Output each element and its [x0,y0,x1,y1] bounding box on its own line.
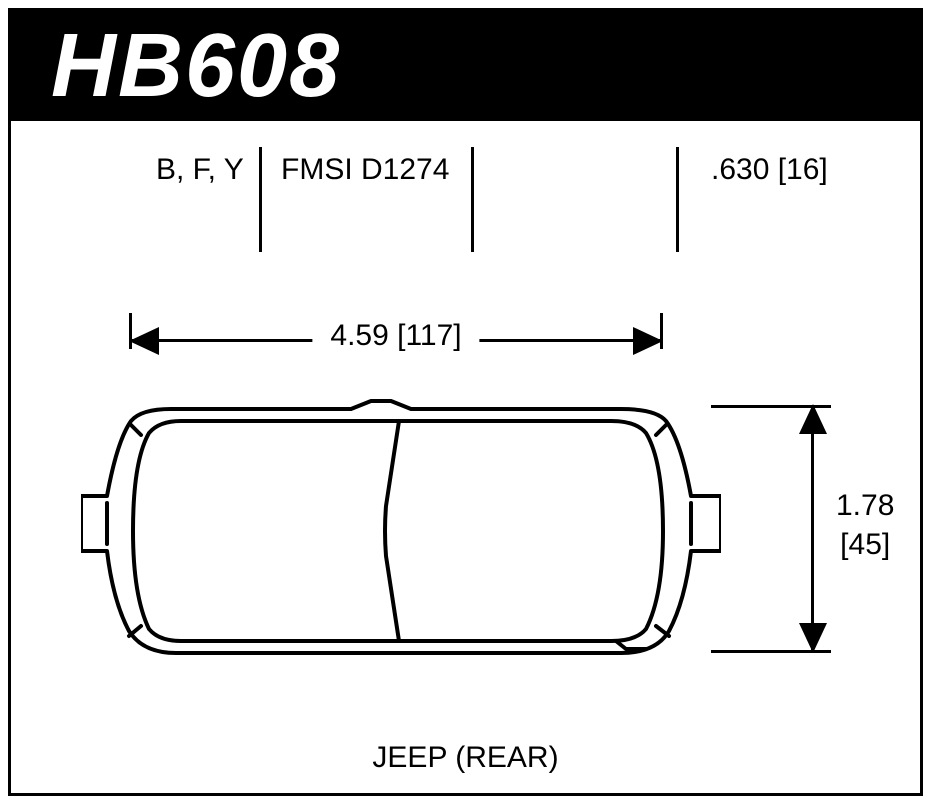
fmsi-label: FMSI D1274 [281,153,449,187]
brake-pad-diagram [81,381,721,671]
height-mm: [45] [836,525,894,564]
application-label: JEEP (REAR) [372,741,558,775]
arrow-left-icon [129,327,159,355]
compounds-label: B, F, Y [156,153,244,187]
height-inches: 1.78 [836,486,894,525]
separator-1 [259,147,262,252]
spec-row: B, F, Y FMSI D1274 .630 [16] [11,141,920,291]
thickness-label: .630 [16] [711,153,828,187]
header-band: HB608 [11,11,920,121]
arrow-right-icon [633,327,663,355]
width-dimension: 4.59 [117] [131,321,661,361]
dim-line-v [811,406,814,651]
height-dimension: 1.78 [45] [756,406,876,651]
separator-2 [471,147,474,252]
separator-3 [676,147,679,252]
part-number: HB608 [51,15,341,118]
arrow-down-icon [799,623,827,653]
arrow-up-icon [799,404,827,434]
drawing-frame: HB608 B, F, Y FMSI D1274 .630 [16] 4.59 … [8,8,923,796]
height-value: 1.78 [45] [836,486,894,564]
width-value: 4.59 [117] [312,319,479,353]
